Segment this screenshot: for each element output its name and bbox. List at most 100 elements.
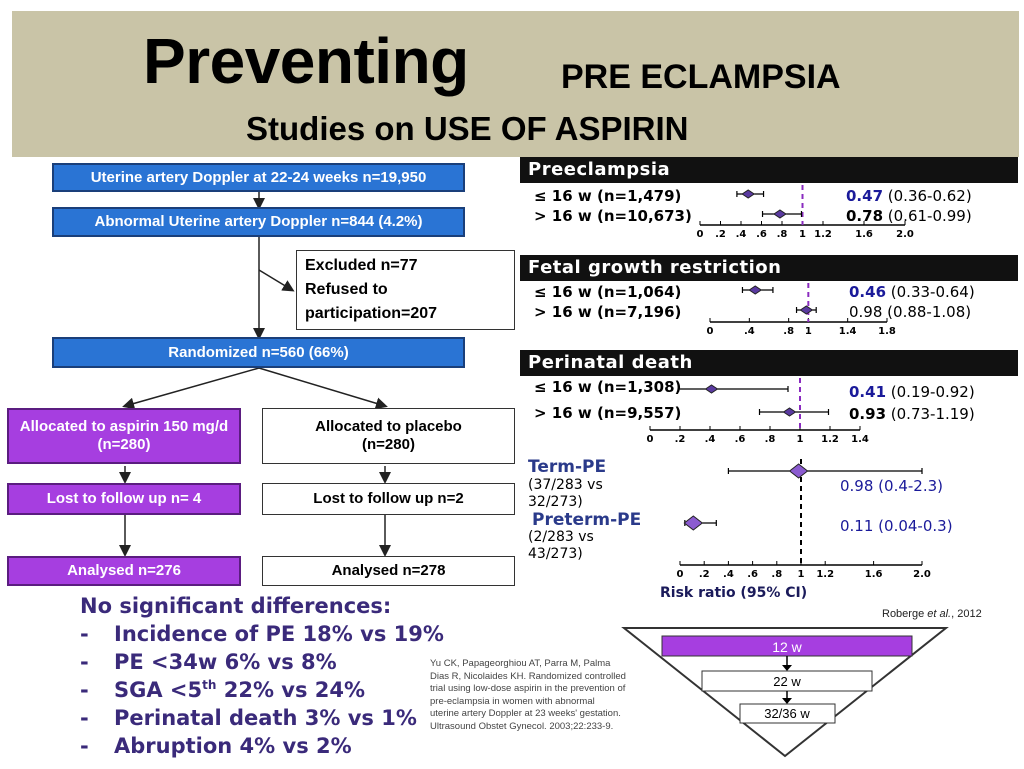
pyramid-top-label: 12 w [772,639,802,655]
doppler-box: Uterine artery Doppler at 22-24 weeks n=… [52,163,465,192]
forest-tick-label: 1.2 [821,434,839,445]
forest-plot-fgr: 0 .4 .8 1 1.4 1.8 [707,283,896,337]
forest-estimate-diamond [788,463,809,479]
forest-plot-term-preterm: 0 .2 .4 .6 .8 1 1.2 1.6 2.0 [677,459,931,580]
forest-tick-label: 1 [799,229,806,240]
forest-ci-text: (0.04-0.3) [873,517,953,535]
term-pe-count-1: (37/283 vs [528,477,603,493]
forest-tick-label: 0 [707,326,714,337]
aspirin-arm-line-2: (n=280) [97,436,151,453]
pyramid-arrowhead [782,698,792,704]
forest-tick-label: .4 [723,569,734,580]
forest-estimate: 0.47 (0.36-0.62) [846,187,972,205]
forest-tick-label: .6 [756,229,767,240]
roberge-name: Roberge [882,608,928,620]
placebo-lost-box: Lost to follow up n=2 [262,483,515,515]
summary-heading: No significant differences: [80,594,392,618]
aspirin-arm-line-1: Allocated to aspirin 150 mg/d [19,418,229,435]
randomized-box: Randomized n=560 (66%) [52,337,465,368]
forest-ci-text: (0.36-0.62) [883,187,972,205]
title-aspirin-studies: Studies on USE OF ASPIRIN [246,110,689,147]
title-pre-eclampsia: PRE ECLAMPSIA [561,58,841,96]
forest-estimate-diamond [704,384,719,394]
preterm-pe-label: Preterm-PE [532,510,642,530]
placebo-arm-line-1: Allocated to placebo [315,418,462,435]
forest-tick-label: .8 [771,569,782,580]
risk-ratio-axis-label: Risk ratio (95% CI) [660,585,808,601]
summary-sga-pre: SGA <5 [114,678,203,702]
pyramid-bottom-band [739,703,836,724]
aspirin-lost-box: Lost to follow up n= 4 [7,483,241,515]
forest-estimate-value: 0.41 [849,383,887,401]
forest-tick-label: 2.0 [896,229,914,240]
term-pe-count-2: 32/273) [528,494,583,510]
forest-estimate: 0.98 (0.4-2.3) [840,477,943,495]
forest-row-label: ≤ 16 w (n=1,064) [534,283,682,301]
forest-estimate: 0.78 (0.61-0.99) [846,207,972,225]
forest-panel-term-preterm: Term-PE (37/283 vs 32/273) Preterm-PE (2… [520,455,1018,605]
excluded-line-2: Refused to [305,281,388,298]
forest-tick-label: .8 [765,434,776,445]
summary-item-text: SGA <5th 22% vs 24% [114,678,365,702]
forest-tick-label: 1.6 [855,229,873,240]
forest-estimate-diamond [741,189,756,199]
preterm-pe-counts: (2/283 vs 43/273) [528,529,594,563]
summary-dash: - [80,734,89,758]
forest-estimate: 0.46 (0.33-0.64) [849,283,975,301]
aspirin-arm-box: Allocated to aspirin 150 mg/d (n=280) [7,408,241,464]
forest-tick-label: 1.6 [865,569,883,580]
summary-item-text: Perinatal death 3% vs 1% [114,706,417,730]
forest-ci-text: (0.4-2.3) [873,477,944,495]
excluded-line-1: Excluded n=77 [305,257,418,274]
forest-estimate-value: 0.11 [840,517,874,535]
forest-estimate-value: 0.46 [849,283,887,301]
forest-tick-label: 1.4 [839,326,857,337]
forest-estimate-diamond [799,305,814,315]
forest-estimate: 0.98 (0.88-1.08) [849,303,971,321]
forest-row-label: > 16 w (n=10,673) [534,207,692,225]
forest-estimate-diamond [683,515,704,531]
abnormal-doppler-box: Abnormal Uterine artery Doppler n=844 (4… [52,207,465,237]
forest-estimate-diamond [748,285,763,295]
forest-ci-text: (0.73-1.19) [886,405,975,423]
forest-estimate-value: 0.47 [846,187,884,205]
forest-title-perinatal: Perinatal death [520,350,1018,376]
forest-tick-label: 1.8 [878,326,896,337]
preterm-pe-count-2: 43/273) [528,546,583,562]
forest-tick-label: 1 [797,434,804,445]
forest-estimate: 0.93 (0.73-1.19) [849,405,975,423]
forest-tick-label: 1 [805,326,812,337]
summary-block: No significant differences: - Incidence o… [80,594,444,769]
summary-dash: - [80,678,89,702]
forest-ci-text: (0.19-0.92) [886,383,975,401]
forest-panel-fgr: Fetal growth restriction ≤ 16 w (n=1,064… [520,255,1018,343]
forest-row-label: ≤ 16 w (n=1,479) [534,187,682,205]
forest-estimate-value: 0.93 [849,405,887,423]
aspirin-analysed-box: Analysed n=276 [7,556,241,586]
forest-tick-label: 0 [677,569,684,580]
placebo-arm-box: Allocated to placebo (n=280) [262,408,515,464]
preterm-pe-count-1: (2/283 vs [528,529,594,545]
forest-tick-label: .2 [675,434,686,445]
forest-estimate: 0.41 (0.19-0.92) [849,383,975,401]
forest-ci-text: (0.88-1.08) [882,303,972,321]
forest-tick-label: .8 [777,229,788,240]
forest-estimate-value: 0.98 [849,303,883,321]
forest-title-preeclampsia: Preeclampsia [520,157,1018,183]
placebo-analysed-box: Analysed n=278 [262,556,515,586]
forest-tick-label: 1.2 [814,229,832,240]
summary-dash: - [80,622,89,646]
forest-plot-perinatal: 0 .2 .4 .6 .8 1 1.2 1.4 [647,378,869,445]
summary-sga-post: 22% vs 24% [216,678,366,702]
forest-tick-label: .8 [783,326,794,337]
roberge-year: , 2012 [951,608,982,620]
pyramid-mid-label: 22 w [773,674,801,689]
forest-row-label: > 16 w (n=7,196) [534,303,682,321]
forest-tick-label: .6 [735,434,746,445]
forest-ci-text: (0.33-0.64) [886,283,975,301]
forest-tick-label: .4 [705,434,716,445]
forest-tick-label: .4 [744,326,755,337]
forest-panel-preeclampsia: Preeclampsia ≤ 16 w (n=1,479) > 16 w (n=… [520,157,1018,249]
forest-row-label: ≤ 16 w (n=1,308) [534,378,682,396]
forest-tick-label: .6 [747,569,758,580]
